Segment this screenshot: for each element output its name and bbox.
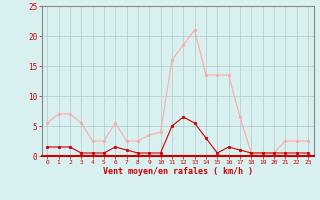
X-axis label: Vent moyen/en rafales ( km/h ): Vent moyen/en rafales ( km/h ) — [103, 167, 252, 176]
